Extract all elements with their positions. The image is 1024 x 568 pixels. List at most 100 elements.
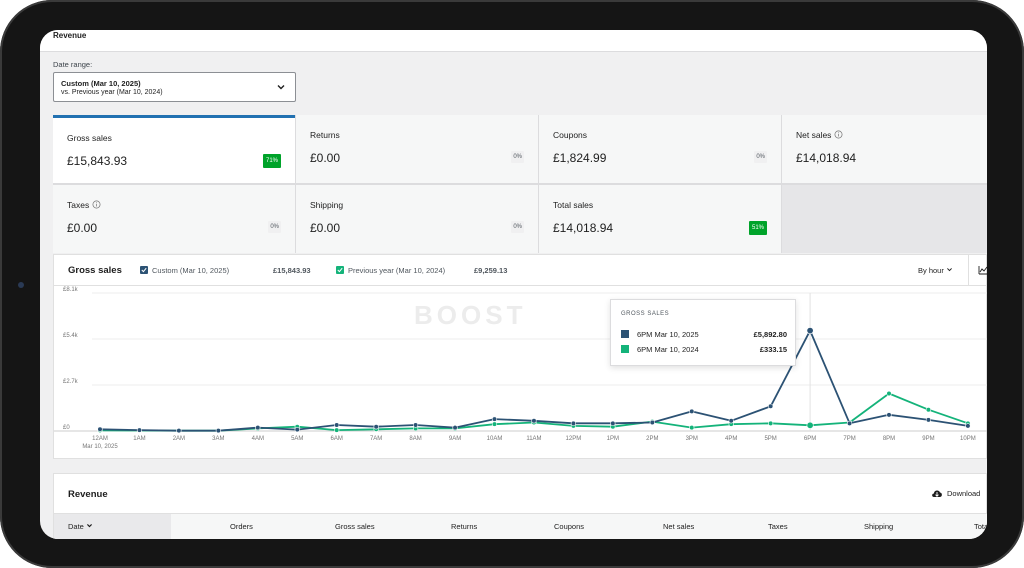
- line-chart-icon[interactable]: [978, 265, 987, 275]
- data-point[interactable]: [768, 403, 774, 409]
- data-point[interactable]: [255, 424, 261, 431]
- data-point[interactable]: [689, 424, 695, 431]
- data-point[interactable]: [452, 424, 458, 431]
- tooltip-value: £333.15: [759, 345, 787, 354]
- legend-label: Previous year (Mar 10, 2024): [348, 266, 446, 275]
- column-header-shipping[interactable]: Shipping: [864, 522, 894, 531]
- y-tick-label: £2.7k: [63, 379, 79, 385]
- data-point[interactable]: [491, 421, 498, 427]
- data-point[interactable]: [491, 416, 498, 422]
- data-point[interactable]: [925, 407, 932, 413]
- table-header: Date Orders Gross sales Returns Coupons …: [54, 513, 987, 539]
- tooltip-row: 6PM Mar 10, 2025 £5,892.80: [621, 330, 787, 340]
- date-range-select[interactable]: Custom (Mar 10, 2025) vs. Previous year …: [53, 72, 296, 102]
- tile-label: Gross sales: [67, 133, 112, 143]
- chevron-down-icon: [86, 524, 92, 528]
- data-point[interactable]: [768, 420, 774, 426]
- data-point[interactable]: [806, 327, 814, 335]
- x-tick-label: 12AM: [92, 436, 108, 442]
- column-header-date[interactable]: Date: [68, 522, 93, 531]
- checkbox-icon: [336, 266, 344, 274]
- x-tick-label: 9AM: [449, 436, 461, 442]
- x-tick-label: 5PM: [764, 436, 776, 442]
- screen: Revenue Date range: Custom (Mar 10, 2025…: [40, 30, 987, 539]
- tile-label: Taxes: [67, 200, 101, 210]
- tile-gross-sales[interactable]: Gross sales £15,843.93 71%: [53, 115, 295, 183]
- info-icon[interactable]: [834, 130, 843, 139]
- data-point[interactable]: [689, 408, 695, 415]
- swatch: [621, 330, 629, 338]
- x-tick-sublabel: Mar 10, 2025: [82, 444, 118, 450]
- y-tick-label: £0: [63, 425, 70, 431]
- tile-total-sales[interactable]: Total sales £14,018.94 51%: [539, 185, 781, 253]
- tile-net-sales[interactable]: Net sales £14,018.94: [782, 115, 987, 183]
- data-point[interactable]: [570, 420, 577, 426]
- data-point[interactable]: [531, 418, 537, 424]
- legend-total-previous: £9,259.13: [474, 266, 508, 275]
- x-tick-label: 8AM: [409, 436, 421, 442]
- x-tick-label: 1PM: [607, 436, 619, 442]
- data-point[interactable]: [965, 423, 971, 429]
- x-tick-label: 6AM: [331, 436, 343, 442]
- data-point[interactable]: [334, 422, 340, 428]
- column-header-total[interactable]: Tota: [974, 522, 987, 531]
- legend-item-previous[interactable]: Previous year (Mar 10, 2024): [336, 266, 445, 275]
- tooltip-label: 6PM Mar 10, 2024: [637, 345, 699, 354]
- series-line: [99, 392, 969, 432]
- column-header-gross-sales[interactable]: Gross sales: [335, 522, 375, 531]
- tile-shipping[interactable]: Shipping £0.00 0%: [296, 185, 538, 253]
- data-point[interactable]: [373, 424, 379, 430]
- download-button[interactable]: Download: [931, 488, 980, 498]
- x-tick-label: 10PM: [960, 436, 976, 442]
- chevron-down-icon: [277, 85, 285, 90]
- header-divider: [968, 255, 969, 286]
- tile-value: £0.00: [67, 221, 98, 235]
- tile-taxes[interactable]: Taxes £0.00 0%: [53, 185, 295, 253]
- data-point[interactable]: [136, 427, 143, 433]
- column-header-orders[interactable]: Orders: [230, 522, 253, 531]
- data-point[interactable]: [215, 428, 221, 434]
- delta-badge: 0%: [268, 221, 281, 233]
- data-point[interactable]: [846, 420, 853, 426]
- x-tick-label: 2PM: [646, 436, 658, 442]
- legend-item-current[interactable]: Custom (Mar 10, 2025): [140, 266, 229, 275]
- revenue-table-title: Revenue: [68, 489, 108, 500]
- data-point[interactable]: [649, 419, 655, 426]
- data-point[interactable]: [728, 418, 734, 424]
- series-line: [99, 329, 969, 432]
- delta-badge: 0%: [511, 221, 524, 233]
- column-header-returns[interactable]: Returns: [451, 522, 478, 531]
- tooltip-title: Gross sales: [621, 311, 670, 317]
- data-point[interactable]: [97, 426, 103, 432]
- watermark: BOOST: [414, 300, 526, 330]
- tooltip-row: 6PM Mar 10, 2024 £333.15: [621, 345, 787, 355]
- date-range-secondary: vs. Previous year (Mar 10, 2024): [61, 89, 163, 96]
- data-point[interactable]: [886, 390, 892, 397]
- data-point[interactable]: [294, 427, 300, 433]
- tile-label: Shipping: [310, 200, 344, 210]
- data-point[interactable]: [806, 421, 814, 429]
- chart-tooltip: Gross sales 6PM Mar 10, 2025 £5,892.80 6…: [610, 299, 796, 366]
- tile-returns[interactable]: Returns £0.00 0%: [296, 115, 538, 183]
- x-tick-label: 7PM: [843, 436, 855, 442]
- data-point[interactable]: [886, 412, 892, 418]
- column-header-taxes[interactable]: Taxes: [768, 522, 788, 531]
- gross-sales-chart[interactable]: BOOST £0 £2.7k £5.4k £8.1k 12AM 1AM 2AM 3AM 4AM…: [54, 286, 987, 459]
- x-tick-label: 8PM: [883, 436, 895, 442]
- tile-value: £1,824.99: [553, 151, 607, 165]
- date-column-highlight: [54, 514, 171, 539]
- data-point[interactable]: [334, 427, 340, 433]
- column-header-coupons[interactable]: Coupons: [554, 522, 585, 531]
- data-point[interactable]: [413, 422, 419, 428]
- data-point[interactable]: [610, 420, 616, 426]
- page-title: Revenue: [53, 31, 87, 40]
- data-point[interactable]: [176, 428, 182, 434]
- date-range-label: Date range:: [53, 60, 93, 69]
- column-header-net-sales[interactable]: Net sales: [663, 522, 695, 531]
- tile-empty: [782, 185, 987, 253]
- info-icon[interactable]: [92, 200, 101, 209]
- data-point[interactable]: [925, 417, 932, 423]
- cloud-download-icon: [932, 490, 942, 497]
- interval-select[interactable]: By hour: [918, 266, 953, 275]
- tile-coupons[interactable]: Coupons £1,824.99 0%: [539, 115, 781, 183]
